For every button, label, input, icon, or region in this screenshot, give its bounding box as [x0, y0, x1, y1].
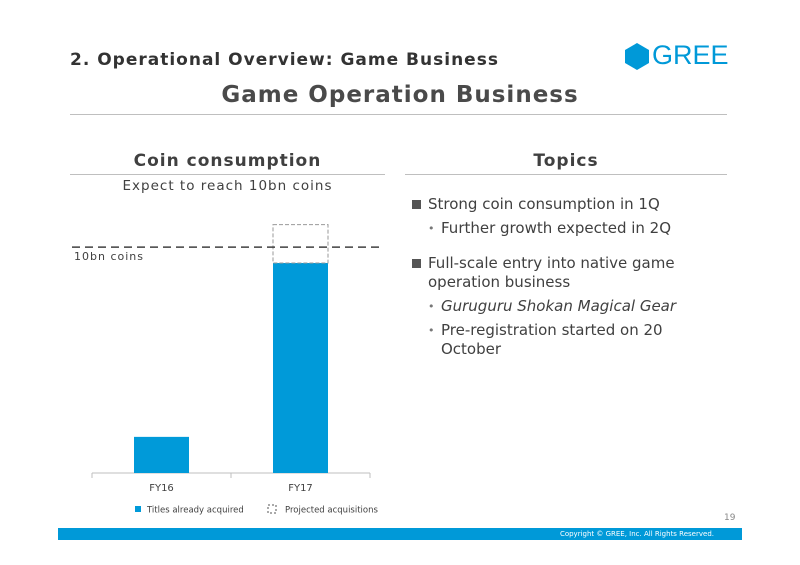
- logo-text: GREE: [652, 40, 729, 70]
- topic-subitem-text: Guruguru Shokan Magical Gear: [441, 297, 677, 315]
- legend-swatch: [267, 504, 277, 514]
- topic-subitem-text: Pre-registration started on 20 October: [441, 321, 663, 358]
- chart: FY16 FY17 10bn coins Titles already acquire…: [72, 224, 380, 516]
- section-title: 2. Operational Overview: Game Business: [70, 50, 499, 70]
- legend-swatch: [135, 506, 141, 512]
- topic-item-text: Strong coin consumption in 1Q: [428, 195, 660, 213]
- chart-subtitle: Expect to reach 10bn coins: [122, 178, 333, 194]
- topic-subitem: Further growth expected in 2Q: [428, 219, 712, 238]
- x-tick-label: FY17: [288, 483, 313, 494]
- logo-hexagon: [625, 42, 649, 70]
- reference-label: 10bn coins: [74, 250, 144, 263]
- title-rule: [70, 114, 727, 115]
- topic-subitem: Pre-registration started on 20 October: [428, 321, 712, 359]
- topic-item: Full-scale entry into native game operat…: [412, 254, 712, 359]
- projected-bar: [272, 224, 329, 264]
- x-tick-label: FY16: [149, 483, 174, 494]
- footer-bar: [58, 528, 742, 540]
- right-rule: [405, 174, 727, 175]
- bar: [134, 436, 189, 473]
- logo: GREE: [624, 40, 729, 71]
- topic-item-text: Full-scale entry into native game operat…: [428, 254, 675, 291]
- topics-list: Strong coin consumption in 1Q Further gro…: [412, 195, 712, 375]
- topic-item: Strong coin consumption in 1Q Further gro…: [412, 195, 712, 238]
- bar: [273, 262, 328, 473]
- left-heading: Coin consumption: [133, 151, 322, 171]
- page-number: 19: [724, 513, 736, 523]
- slide-title: Game Operation Business: [221, 82, 579, 108]
- right-heading: Topics: [533, 151, 599, 171]
- topic-subitem-text: Further growth expected in 2Q: [441, 219, 672, 237]
- left-rule: [70, 174, 385, 175]
- legend-label: Projected acquisitions: [285, 506, 379, 516]
- copyright: Copyright © GREE, Inc. All Rights Reserv…: [559, 530, 714, 538]
- legend-label: Titles already acquired: [146, 506, 244, 516]
- topic-subitem: Guruguru Shokan Magical Gear: [428, 297, 712, 316]
